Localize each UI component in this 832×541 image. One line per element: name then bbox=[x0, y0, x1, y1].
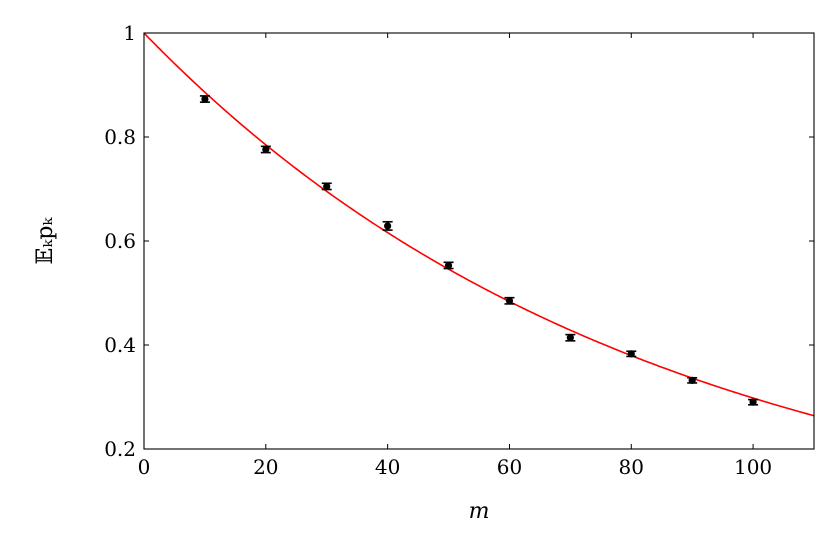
x-tick-label: 80 bbox=[619, 455, 644, 479]
point-marker bbox=[384, 222, 392, 230]
point-marker bbox=[688, 376, 696, 384]
x-tick-label: 100 bbox=[734, 455, 772, 479]
point-marker bbox=[749, 398, 757, 406]
y-tick-label: 0.2 bbox=[104, 437, 136, 461]
x-tick-label: 0 bbox=[138, 455, 151, 479]
y-ticks: 0.2 0.4 0.6 0.8 1 bbox=[104, 21, 814, 461]
y-tick-label: 0.8 bbox=[104, 125, 136, 149]
data-point bbox=[321, 182, 332, 191]
data-point bbox=[260, 145, 271, 154]
x-ticks: 0 20 40 60 80 100 bbox=[138, 33, 772, 479]
point-marker bbox=[201, 95, 209, 103]
data-point bbox=[748, 398, 759, 406]
point-marker bbox=[505, 297, 514, 305]
data-point bbox=[626, 350, 637, 358]
plot-area bbox=[143, 32, 815, 450]
x-tick-label: 20 bbox=[253, 455, 278, 479]
axis-frame bbox=[143, 32, 815, 450]
data-point bbox=[504, 296, 515, 305]
y-tick-label: 0.4 bbox=[104, 333, 136, 357]
data-point bbox=[565, 333, 576, 342]
point-marker bbox=[566, 334, 574, 342]
point-marker bbox=[323, 182, 331, 190]
y-tick-label: 1 bbox=[123, 21, 136, 45]
data-point bbox=[687, 376, 698, 384]
x-tick-label: 60 bbox=[497, 455, 522, 479]
data-point bbox=[199, 95, 210, 103]
data-point bbox=[382, 220, 393, 231]
x-axis-label: m bbox=[469, 499, 490, 524]
point-marker bbox=[262, 145, 270, 154]
point-marker bbox=[444, 261, 453, 270]
y-axis-label: 𝔼ₖpₖ bbox=[33, 217, 58, 265]
point-marker bbox=[627, 350, 635, 358]
data-point bbox=[443, 261, 454, 270]
x-tick-label: 40 bbox=[375, 455, 400, 479]
fit-curve bbox=[144, 33, 814, 417]
y-tick-label: 0.6 bbox=[104, 229, 136, 253]
